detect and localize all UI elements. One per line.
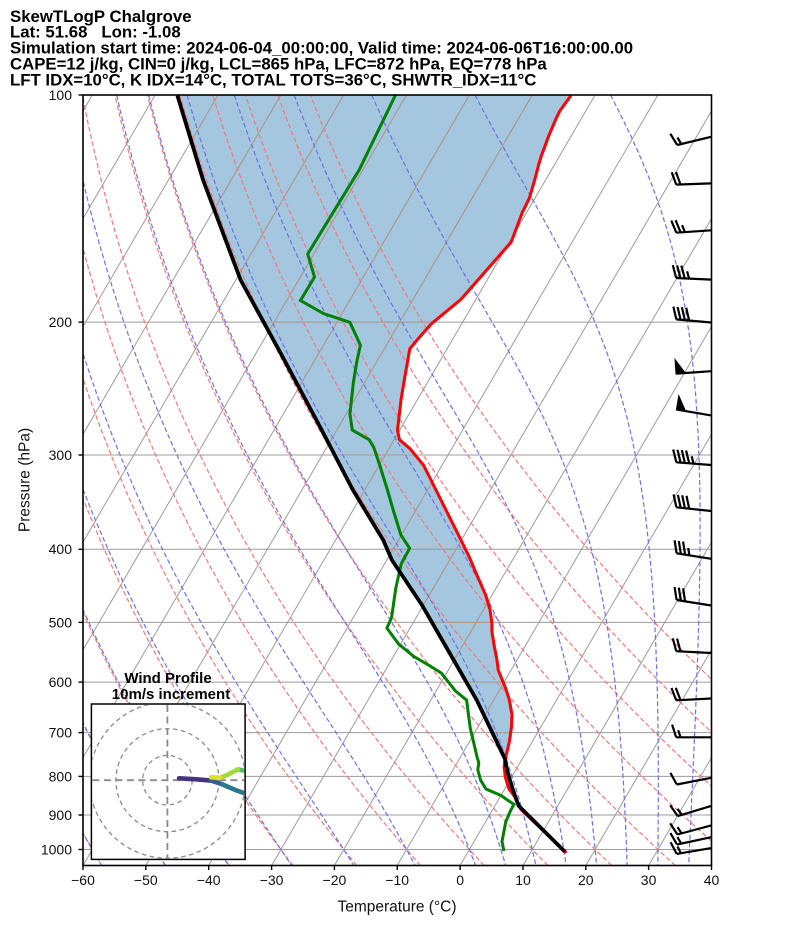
svg-text:Lat: 51.68 Lon: -1.08: Lat: 51.68 Lon: -1.08 bbox=[10, 23, 181, 42]
svg-text:900: 900 bbox=[49, 807, 73, 823]
svg-text:300: 300 bbox=[49, 447, 73, 463]
svg-text:LFT IDX=10°C, K IDX=14°C, TOTA: LFT IDX=10°C, K IDX=14°C, TOTAL TOTS=36°… bbox=[10, 70, 536, 89]
svg-text:Wind Profile: Wind Profile bbox=[124, 670, 211, 687]
svg-text:−60: −60 bbox=[71, 872, 95, 888]
svg-text:40: 40 bbox=[704, 872, 720, 888]
svg-text:600: 600 bbox=[49, 674, 73, 690]
svg-text:500: 500 bbox=[49, 614, 73, 630]
svg-text:10m/s increment: 10m/s increment bbox=[112, 686, 230, 703]
svg-text:−50: −50 bbox=[134, 872, 158, 888]
svg-text:800: 800 bbox=[49, 768, 73, 784]
svg-text:20: 20 bbox=[578, 872, 594, 888]
svg-text:700: 700 bbox=[49, 725, 73, 741]
svg-text:SkewTLogP Chalgrove: SkewTLogP Chalgrove bbox=[10, 7, 192, 26]
svg-text:Pressure (hPa): Pressure (hPa) bbox=[17, 428, 34, 532]
svg-text:−20: −20 bbox=[323, 872, 347, 888]
svg-text:CAPE=12 j/kg, CIN=0 j/kg, LCL=: CAPE=12 j/kg, CIN=0 j/kg, LCL=865 hPa, L… bbox=[10, 55, 547, 74]
svg-text:Simulation start time: 2024-06: Simulation start time: 2024-06-04_00:00:… bbox=[10, 39, 633, 58]
svg-text:400: 400 bbox=[49, 541, 73, 557]
svg-text:−40: −40 bbox=[197, 872, 221, 888]
svg-text:30: 30 bbox=[641, 872, 657, 888]
svg-text:−30: −30 bbox=[260, 872, 284, 888]
svg-text:Temperature (°C): Temperature (°C) bbox=[337, 899, 456, 916]
svg-text:1000: 1000 bbox=[41, 841, 72, 857]
svg-text:100: 100 bbox=[49, 87, 73, 103]
svg-text:10: 10 bbox=[515, 872, 531, 888]
svg-text:200: 200 bbox=[49, 314, 73, 330]
svg-text:0: 0 bbox=[456, 872, 464, 888]
svg-text:−10: −10 bbox=[385, 872, 409, 888]
